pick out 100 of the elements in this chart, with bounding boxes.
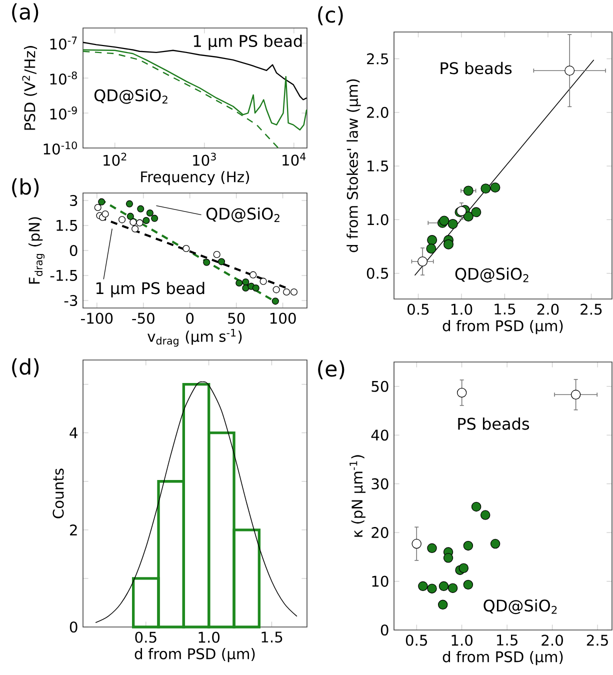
x-tick-label: -50 <box>132 312 154 324</box>
annotation: 1 µm PS bead <box>194 34 302 50</box>
point <box>102 210 109 218</box>
chart-title: (c) <box>318 6 343 26</box>
y-tick-label: 30 <box>372 478 388 490</box>
annotation: QD@SiO$_{2}$ <box>484 599 557 614</box>
y-tick-label: -3 <box>64 294 78 306</box>
y-tick-label: 3 <box>70 194 78 206</box>
y-tick-label: 10$^{-8}$ <box>50 72 77 85</box>
point <box>283 288 290 296</box>
x-tick-label: 10$^{4}$ <box>282 152 306 166</box>
point <box>471 207 482 218</box>
point <box>443 553 454 563</box>
point <box>448 583 458 593</box>
y-tick-label: 10 <box>372 576 388 587</box>
x-tick-label: 1.5 <box>262 632 282 643</box>
point <box>564 66 575 76</box>
y-tick-label: 0 <box>70 621 78 633</box>
point <box>250 271 257 278</box>
annotation: QD@SiO$_{2}$ <box>94 88 168 104</box>
x-axis-title: d from PSD (µm) <box>442 320 563 334</box>
point <box>182 244 190 252</box>
y-tick-label: 2.0 <box>367 106 388 118</box>
point <box>490 538 500 549</box>
x-tick-label: 100 <box>270 312 296 324</box>
point <box>290 288 298 296</box>
y-axis-title: F$_{drag}$ (pN) <box>28 217 45 284</box>
point <box>443 239 454 250</box>
x-tick-label: 1.0 <box>452 634 473 646</box>
y-tick-label: 50 <box>372 380 388 392</box>
x-tick-label: 1.5 <box>494 304 516 315</box>
point <box>203 258 210 266</box>
y-tick-label: 4 <box>70 427 78 438</box>
y-axis-title: κ (pN µm$^{-1}$) <box>350 455 366 537</box>
x-tick-label: 2.0 <box>542 634 563 646</box>
line-series <box>95 381 298 624</box>
point <box>94 204 102 212</box>
point <box>218 258 226 266</box>
y-axis-title: PSD (V$^{2}$/Hz) <box>22 46 38 130</box>
x-tick-label: -100 <box>81 312 113 324</box>
y-axis-title: d from Stokes' law (µm) <box>346 79 361 252</box>
x-tick-label: 1.0 <box>451 304 472 315</box>
y-tick-label: 0.5 <box>366 268 388 279</box>
annotation: 1 µm PS bead <box>96 282 204 298</box>
annotation: PS beads <box>440 62 512 74</box>
point <box>463 211 474 222</box>
point <box>480 510 490 520</box>
y-tick-label: 10$^{-7}$ <box>50 36 77 50</box>
point <box>418 256 428 266</box>
chart-title: (d) <box>12 358 39 378</box>
point <box>427 235 438 246</box>
x-tick-label: 10$^{3}$ <box>193 152 216 166</box>
y-tick-label: 10$^{-9}$ <box>50 106 77 120</box>
point <box>252 284 260 292</box>
point <box>98 198 106 206</box>
point <box>242 284 250 292</box>
point <box>132 225 139 232</box>
point <box>458 563 469 573</box>
x-axis-title: v$_{drag}$ (µm s$^{-1}$) <box>148 328 242 347</box>
point <box>272 286 280 294</box>
point <box>126 212 134 220</box>
point <box>142 216 150 224</box>
point <box>456 388 467 398</box>
y-tick-label: 2.5 <box>367 53 388 64</box>
point <box>136 219 144 226</box>
y-tick-label: 1.5 <box>56 220 78 231</box>
point <box>463 186 474 196</box>
chart-title: (b) <box>12 178 39 198</box>
x-tick-label: 1.5 <box>497 634 518 646</box>
annotation: QD@SiO$_{2}$ <box>206 207 280 222</box>
x-tick-label: 0.5 <box>406 634 427 646</box>
point <box>448 218 458 229</box>
chart-title: (a) <box>12 3 38 22</box>
x-axis-title: Frequency (Hz) <box>141 171 250 186</box>
x-tick-label: 1.0 <box>198 632 220 643</box>
x-tick-label: 2.5 <box>586 634 608 646</box>
point <box>137 205 144 212</box>
point <box>570 390 581 400</box>
y-axis-title: Counts <box>52 468 64 518</box>
chart-title: (e) <box>318 360 344 380</box>
y-tick-label: 0 <box>70 244 78 256</box>
point <box>471 502 482 512</box>
point <box>130 218 137 226</box>
point <box>260 278 267 285</box>
y-tick-label: 2 <box>70 524 77 536</box>
x-tick-label: 2.0 <box>537 304 559 315</box>
point <box>427 543 437 554</box>
point <box>427 584 437 594</box>
x-tick-label: 0 <box>186 312 194 324</box>
y-tick-label: 10$^{-10}$ <box>44 141 77 155</box>
point <box>480 184 491 194</box>
y-tick-label: 1.0 <box>368 214 388 226</box>
point <box>213 250 220 258</box>
point <box>463 580 474 590</box>
x-tick-label: 0.5 <box>408 304 429 315</box>
point <box>490 182 500 192</box>
point <box>126 200 134 208</box>
y-tick-label: 20 <box>372 527 388 538</box>
point <box>242 278 250 286</box>
annotation: PS beads <box>458 417 530 430</box>
